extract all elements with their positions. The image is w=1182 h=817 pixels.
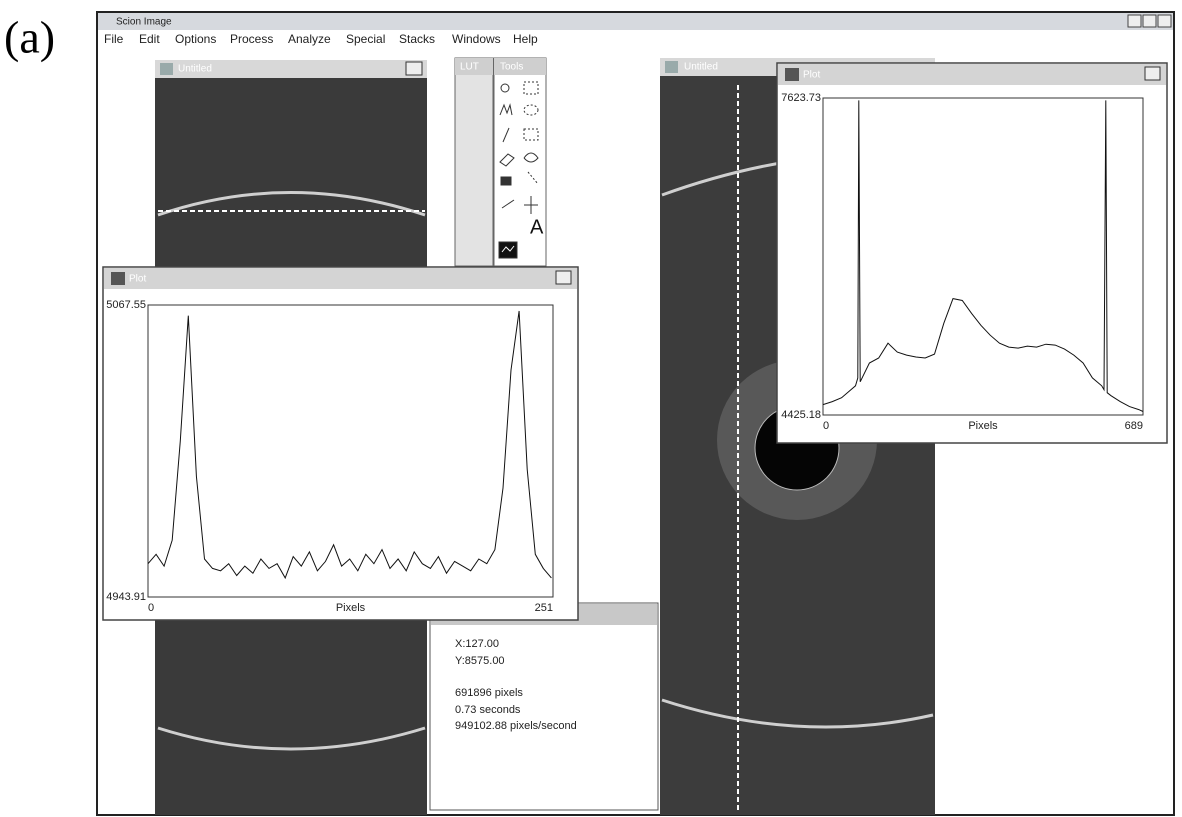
window-title: Untitled <box>684 62 718 73</box>
info-seconds: 0.73 seconds <box>455 704 521 716</box>
app-title: Scion Image <box>116 17 172 28</box>
info-rate: 949102.88 pixels/second <box>455 720 577 732</box>
window-title: LUT <box>460 62 479 73</box>
x-axis-label: Pixels <box>336 602 366 614</box>
plot-title: Plot <box>803 70 820 81</box>
close-button[interactable] <box>406 62 422 75</box>
window-icon <box>665 61 678 73</box>
menu-item[interactable]: Process <box>230 32 273 46</box>
figure-label: (a) <box>4 12 55 63</box>
plot-area <box>148 305 553 597</box>
plot-area <box>823 98 1143 415</box>
menu-item[interactable]: File <box>104 32 124 46</box>
lut-window <box>455 58 493 266</box>
menu-item[interactable]: Stacks <box>399 32 435 46</box>
max-button[interactable] <box>1143 15 1156 27</box>
min-button[interactable] <box>1128 15 1141 27</box>
y-tick-label: 5067.55 <box>106 299 146 311</box>
info-y: Y:8575.00 <box>455 655 505 667</box>
x-tick-label: 689 <box>1125 420 1143 432</box>
window-icon <box>785 68 799 81</box>
window-icon <box>111 272 125 285</box>
plot-title: Plot <box>129 274 146 285</box>
window-title-bar <box>778 64 1166 85</box>
close-button[interactable] <box>1145 67 1160 80</box>
close-button[interactable] <box>556 271 571 284</box>
x-tick-label: 0 <box>823 420 829 432</box>
info-x: X:127.00 <box>455 638 499 650</box>
title-bar <box>98 13 1173 30</box>
window-title-bar <box>104 268 577 289</box>
y-tick-label: 4943.91 <box>106 591 146 603</box>
window-icon <box>160 63 173 75</box>
menu-item[interactable]: Windows <box>452 32 501 46</box>
screenshot: (a) Scion Image File Edit Options Process An… <box>0 0 1182 817</box>
x-tick-label: 0 <box>148 602 154 614</box>
close-button[interactable] <box>1158 15 1171 27</box>
window-title: Untitled <box>178 64 212 75</box>
menu-item[interactable]: Help <box>513 32 538 46</box>
menu-item[interactable]: Options <box>175 32 216 46</box>
info-pixels: 691896 pixels <box>455 687 523 699</box>
y-tick-label: 7623.73 <box>781 92 821 104</box>
x-tick-label: 251 <box>535 602 553 614</box>
menu-item[interactable]: Special <box>346 32 385 46</box>
x-axis-label: Pixels <box>968 420 998 432</box>
menu-item[interactable]: Edit <box>139 32 160 46</box>
window-title: Tools <box>500 62 523 73</box>
tool-text: A <box>530 216 544 238</box>
y-tick-label: 4425.18 <box>781 409 821 421</box>
menu-item[interactable]: Analyze <box>288 32 331 46</box>
